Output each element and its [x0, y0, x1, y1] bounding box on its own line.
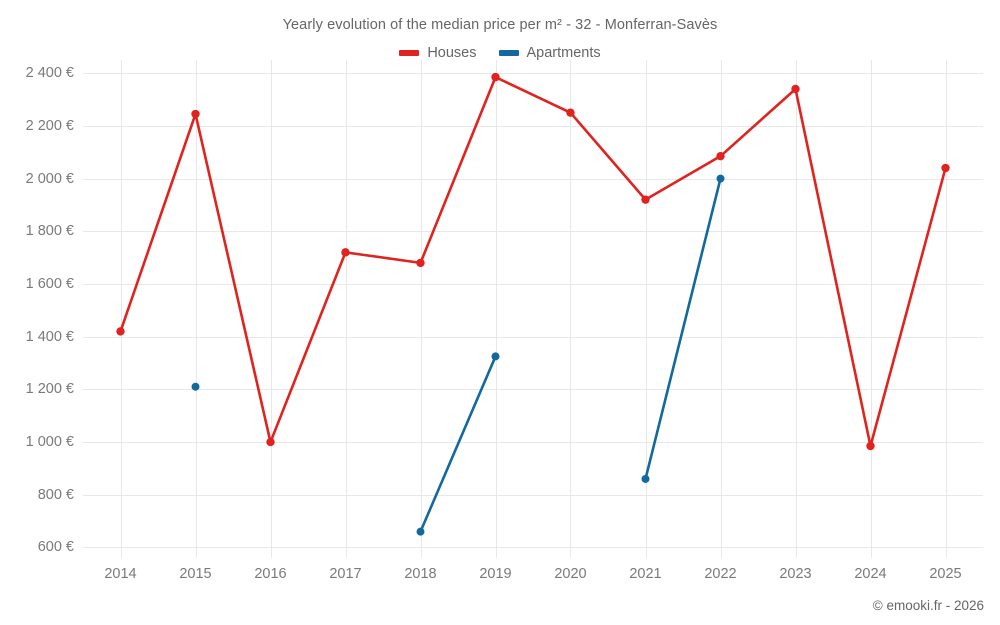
series-line-apartments [419, 355, 497, 533]
x-axis-tick-label: 2017 [329, 566, 362, 582]
data-point[interactable] [191, 109, 200, 119]
y-axis-tick-label: 1 000 € [25, 434, 74, 451]
x-axis-tick-label: 2019 [479, 566, 512, 582]
y-axis-tick-label: 800 € [37, 486, 74, 503]
data-point[interactable] [116, 327, 125, 336]
x-axis-tick-label: 2024 [854, 566, 887, 582]
data-point[interactable] [641, 474, 650, 483]
x-axis-tick-label: 2025 [929, 566, 962, 582]
y-axis-tick-label: 2 400 € [25, 65, 74, 82]
y-axis-tick-label: 1 800 € [25, 223, 74, 240]
x-axis: 2014 2015 2016 2017 2018 2019 2020 2021 2022 2023… [83, 566, 983, 590]
legend-item-apartments[interactable]: Apartments [498, 45, 601, 61]
legend-item-houses[interactable]: Houses [399, 45, 477, 61]
x-axis-tick-label: 2020 [554, 566, 587, 582]
data-point[interactable] [866, 441, 875, 451]
x-axis-tick-label: 2018 [404, 566, 437, 582]
data-point[interactable] [716, 151, 725, 161]
data-point[interactable] [341, 248, 350, 257]
page-title: Yearly evolution of the median price per… [282, 17, 718, 33]
series-line-houses [119, 75, 947, 448]
series-line-apartments [644, 177, 722, 481]
y-axis-tick-label: 600 € [37, 539, 74, 556]
x-axis-tick-label: 2023 [779, 566, 812, 582]
data-point[interactable] [716, 174, 725, 183]
x-axis-tick-label: 2022 [704, 566, 737, 582]
legend-swatch-icon [498, 50, 519, 56]
data-point[interactable] [416, 527, 425, 536]
credit-text: © emooki.fr - 2026 [872, 598, 984, 613]
data-point[interactable] [566, 108, 575, 117]
data-point[interactable] [191, 382, 200, 391]
y-axis: 600 € 800 € 1 000 € 1 200 € 1 400 € 1 600 € 1 … [0, 0, 74, 625]
data-point[interactable] [266, 437, 275, 447]
data-point[interactable] [941, 163, 950, 173]
data-point[interactable] [641, 195, 650, 204]
plot-area [83, 60, 983, 558]
data-point[interactable] [491, 72, 500, 82]
chart-legend: Houses Apartments [0, 45, 1000, 61]
y-axis-tick-label: 1 600 € [25, 275, 74, 292]
x-axis-tick-label: 2016 [254, 566, 287, 582]
y-axis-tick-label: 1 400 € [25, 328, 74, 345]
legend-item-label: Houses [427, 45, 477, 61]
x-axis-tick-label: 2015 [179, 566, 212, 582]
y-axis-tick-label: 2 000 € [25, 170, 74, 187]
data-point[interactable] [416, 258, 425, 268]
plot-svg [83, 60, 983, 558]
x-axis-tick-label: 2021 [629, 566, 662, 582]
legend-item-label: Apartments [526, 45, 601, 61]
x-axis-tick-label: 2014 [104, 566, 137, 582]
legend-swatch-icon [399, 50, 420, 56]
data-point[interactable] [791, 84, 800, 94]
y-axis-tick-label: 1 200 € [25, 381, 74, 398]
y-axis-tick-label: 2 200 € [25, 117, 74, 134]
data-point[interactable] [491, 352, 500, 361]
